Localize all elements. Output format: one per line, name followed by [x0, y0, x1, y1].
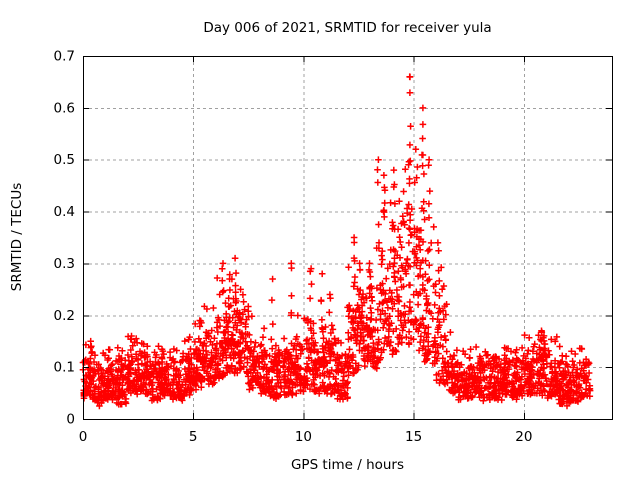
x-axis-label: GPS time / hours: [290, 457, 405, 473]
scatter-points: [79, 73, 594, 410]
x-tick-label: 15: [405, 429, 422, 445]
y-tick-label: 0.3: [54, 256, 75, 272]
scatter-series: [79, 73, 594, 410]
y-tick-label: 0.4: [54, 204, 75, 220]
x-tick-label: 0: [79, 429, 88, 445]
tick-labels: 0 5 10 15 20 0 0.1 0.2 0.3 0.4 0.5 0.6 0.7: [54, 49, 533, 446]
x-tick-label: 10: [295, 429, 312, 445]
axes: [83, 56, 613, 420]
chart-title: Day 006 of 2021, SRMTID for receiver yul…: [203, 20, 492, 36]
x-tick-label: 5: [189, 429, 198, 445]
x-tick-label: 20: [515, 429, 532, 445]
y-tick-label: 0.5: [54, 152, 75, 168]
y-axis-label: SRMTID / TECUs: [9, 182, 25, 292]
y-tick-label: 0.6: [54, 100, 75, 116]
y-tick-label: 0.1: [54, 360, 75, 376]
y-tick-label: 0.2: [54, 308, 75, 324]
y-tick-label: 0: [66, 412, 75, 428]
y-tick-label: 0.7: [54, 49, 75, 65]
